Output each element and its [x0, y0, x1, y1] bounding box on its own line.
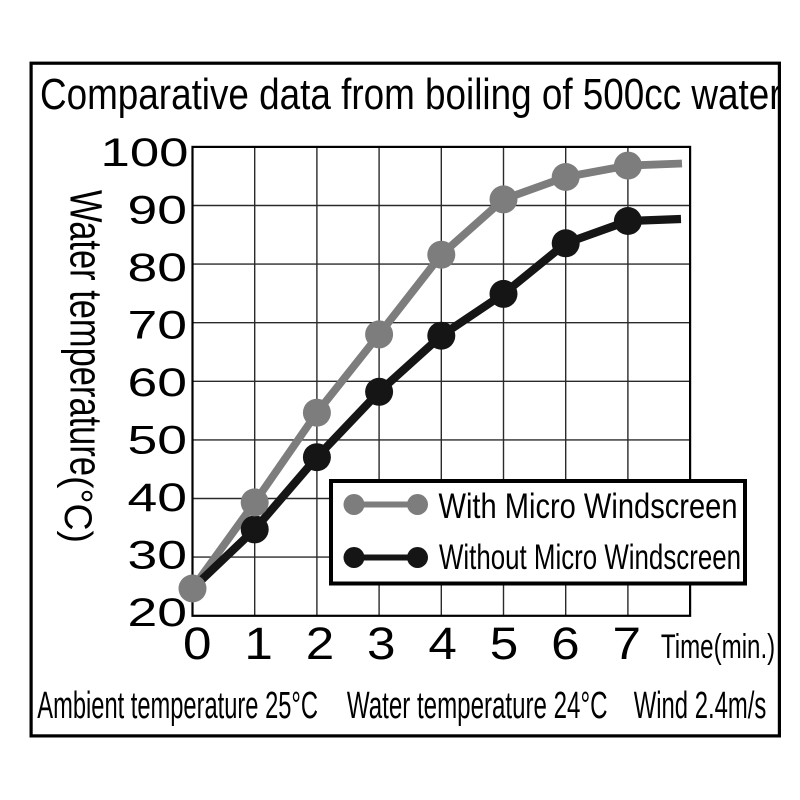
svg-text:0: 0	[183, 618, 212, 669]
svg-text:Without Micro Windscreen: Without Micro Windscreen	[439, 538, 741, 577]
svg-text:Comparative data from boiling: Comparative data from boiling of 500cc w…	[40, 71, 782, 119]
svg-text:4: 4	[428, 618, 457, 669]
svg-text:(°C): (°C)	[56, 476, 99, 543]
svg-text:1: 1	[244, 618, 273, 669]
svg-text:40: 40	[128, 476, 188, 520]
svg-text:With Micro Windscreen: With Micro Windscreen	[439, 487, 738, 526]
svg-text:6: 6	[551, 618, 580, 669]
svg-text:Water temperature: Water temperature	[61, 190, 112, 476]
svg-text:Water temperature 24°C: Water temperature 24°C	[347, 685, 608, 727]
svg-text:Ambient temperature 25°C: Ambient temperature 25°C	[37, 685, 318, 727]
svg-text:2: 2	[306, 618, 335, 669]
svg-text:50: 50	[128, 419, 188, 463]
svg-text:90: 90	[128, 189, 188, 233]
svg-text:5: 5	[490, 618, 519, 669]
svg-text:80: 80	[128, 246, 188, 290]
svg-text:Wind 2.4m/s: Wind 2.4m/s	[634, 685, 767, 727]
svg-text:7: 7	[613, 618, 642, 669]
svg-text:Time(min.): Time(min.)	[661, 628, 775, 666]
svg-text:3: 3	[367, 618, 396, 669]
svg-text:30: 30	[128, 534, 188, 578]
svg-text:60: 60	[128, 361, 188, 405]
svg-text:70: 70	[128, 304, 188, 348]
svg-text:20: 20	[128, 591, 188, 635]
svg-text:100: 100	[101, 131, 189, 175]
